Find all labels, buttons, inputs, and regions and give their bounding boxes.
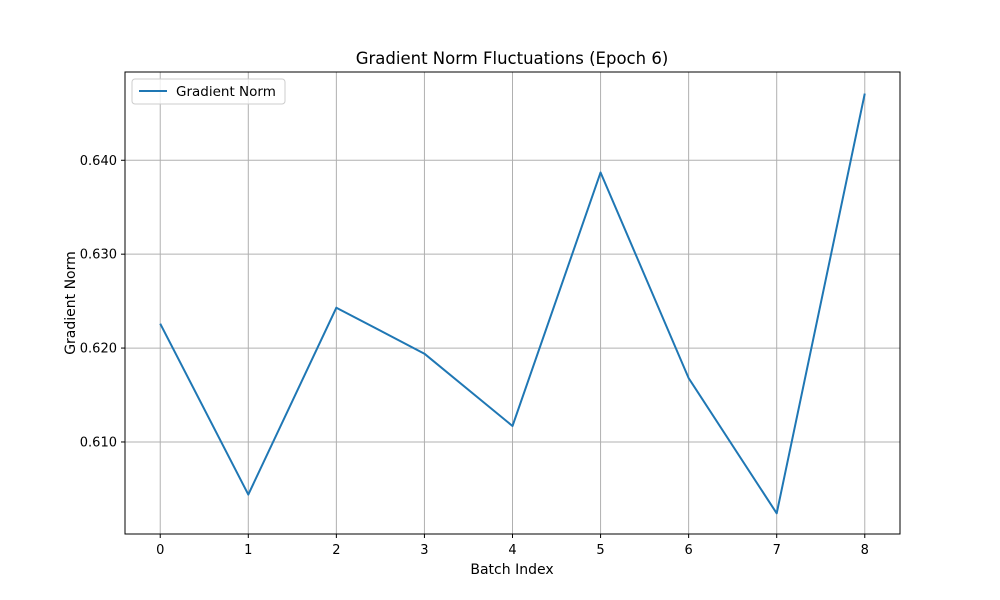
y-tick-label: 0.610 [80,435,117,450]
x-tick-label: 2 [332,543,340,558]
x-tick-label: 3 [420,543,428,558]
x-tick-label: 7 [773,543,781,558]
x-tick-label: 8 [861,543,869,558]
y-axis-label: Gradient Norm [63,251,79,355]
legend-label: Gradient Norm [176,84,276,100]
x-axis-label: Batch Index [470,562,553,578]
y-tick-label: 0.640 [80,154,117,169]
x-tick-label: 5 [596,543,604,558]
chart-title: Gradient Norm Fluctuations (Epoch 6) [356,49,669,68]
y-tick-label: 0.630 [80,248,117,263]
series-layer [159,93,866,515]
grid [125,72,900,534]
legend: Gradient Norm [131,78,286,105]
x-tick-label: 4 [508,543,516,558]
x-axis: 0 1 2 3 4 5 6 7 8 [156,534,869,558]
x-tick-label: 0 [156,543,164,558]
y-tick-label: 0.620 [80,342,117,357]
x-tick-label: 1 [244,543,252,558]
x-tick-label: 6 [684,543,692,558]
legend-box [131,78,286,105]
y-axis: 0.610 0.620 0.630 0.640 [80,154,125,450]
